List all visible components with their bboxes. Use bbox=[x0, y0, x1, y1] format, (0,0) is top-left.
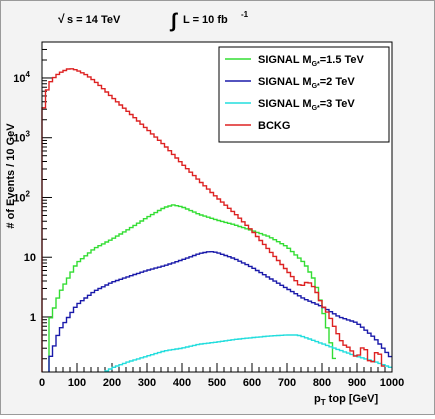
legend-entries: SIGNAL MG*=1.5 TeV SIGNAL MG*=2 TeV SIGNAL… bbox=[225, 54, 365, 132]
x-axis-label-rest: top [GeV] bbox=[326, 393, 379, 405]
y-tick-label: 102 bbox=[13, 189, 30, 204]
y-tick-label: 1 bbox=[30, 312, 36, 324]
series-line-3 bbox=[104, 334, 392, 372]
y-tick-label: 104 bbox=[13, 70, 30, 85]
header-sqrt-s: s = 14 TeV bbox=[67, 14, 121, 26]
integral-symbol: ∫ bbox=[169, 10, 178, 32]
y-axis-label: # of Events / 10 GeV bbox=[5, 123, 17, 229]
x-tick-label: 800 bbox=[313, 377, 331, 389]
x-axis-label-main: p bbox=[314, 393, 321, 405]
x-tick-label: 700 bbox=[278, 377, 296, 389]
plot-border bbox=[41, 41, 393, 373]
header-luminosity: L = 10 fb bbox=[183, 14, 228, 26]
y-tick-label: 103 bbox=[13, 130, 30, 145]
x-tick-label: 1000 bbox=[380, 377, 404, 389]
legend-label: SIGNAL MG*=2 TeV bbox=[258, 76, 355, 90]
x-axis-label-sub: T bbox=[321, 398, 326, 407]
x-tick-label: 900 bbox=[348, 377, 366, 389]
legend-label: SIGNAL MG*=1.5 TeV bbox=[258, 54, 365, 68]
x-tick-label: 200 bbox=[103, 377, 121, 389]
series-layer bbox=[41, 68, 392, 372]
x-tick-label: 0 bbox=[39, 377, 45, 389]
chart-header: √ s = 14 TeV ∫ L = 10 fb -1 bbox=[58, 10, 249, 32]
header-luminosity-exponent: -1 bbox=[241, 10, 249, 19]
legend-label: SIGNAL MG*=3 TeV bbox=[258, 98, 355, 112]
x-tick-label: 500 bbox=[208, 377, 226, 389]
sqrt-symbol: √ bbox=[58, 12, 65, 26]
legend-label: BCKG bbox=[258, 120, 290, 132]
legend-box bbox=[218, 46, 390, 143]
x-tick-label: 100 bbox=[68, 377, 86, 389]
axes: 0 100 200 300 400 500 600 700 800 900 1000 1 10 102 10… bbox=[13, 41, 404, 389]
series-line-4 bbox=[41, 68, 385, 372]
x-tick-label: 600 bbox=[243, 377, 261, 389]
series-line-1 bbox=[48, 204, 336, 372]
x-axis-label: pT top [GeV] bbox=[314, 393, 379, 407]
x-tick-label: 300 bbox=[138, 377, 156, 389]
x-tick-label: 400 bbox=[173, 377, 191, 389]
y-tick-label: 10 bbox=[24, 252, 36, 264]
legend: SIGNAL MG*=1.5 TeV SIGNAL MG*=2 TeV SIGNAL… bbox=[218, 46, 390, 143]
series-line-2 bbox=[48, 251, 392, 372]
